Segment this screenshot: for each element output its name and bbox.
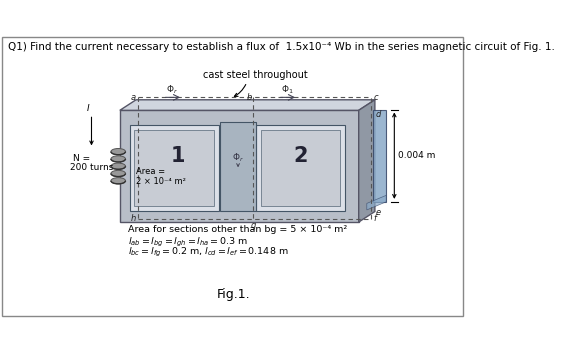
Text: 200 turns: 200 turns [70, 163, 113, 172]
Polygon shape [373, 110, 386, 202]
Polygon shape [367, 196, 386, 210]
Text: c: c [373, 93, 378, 102]
Bar [134, 130, 214, 206]
Bar [130, 125, 219, 211]
Text: Q1) Find the current necessary to establish a flux of  1.5x10⁻⁴ Wb in the series: Q1) Find the current necessary to establ… [8, 42, 555, 52]
Text: $\Phi_r$: $\Phi_r$ [166, 83, 179, 96]
Ellipse shape [111, 148, 126, 155]
Bar [256, 125, 345, 211]
Text: $l_{ab} = l_{bg} = l_{gh} = l_{ha} = 0.3$ m: $l_{ab} = l_{bg} = l_{gh} = l_{ha} = 0.3… [128, 236, 248, 249]
Text: Fig.1.: Fig.1. [217, 289, 250, 302]
Text: e: e [376, 208, 381, 217]
Ellipse shape [111, 178, 126, 184]
Text: f: f [373, 214, 376, 223]
Text: g: g [251, 221, 256, 230]
Text: h: h [131, 214, 136, 223]
Ellipse shape [111, 156, 126, 162]
Bar [261, 130, 340, 206]
Text: 2: 2 [293, 146, 308, 166]
Ellipse shape [111, 163, 126, 169]
Ellipse shape [111, 170, 126, 177]
Bar [120, 110, 359, 222]
Text: I: I [87, 104, 90, 113]
Text: $\Phi_1$: $\Phi_1$ [281, 83, 294, 96]
Text: b: b [247, 93, 252, 102]
Text: 2 × 10⁻⁴ m²: 2 × 10⁻⁴ m² [136, 177, 186, 186]
Bar [220, 122, 256, 211]
Text: 0.004 m: 0.004 m [399, 151, 436, 160]
Text: 1: 1 [171, 146, 185, 166]
Text: d: d [376, 110, 381, 119]
Text: Area for sections other than bg = 5 × 10⁻⁴ m²: Area for sections other than bg = 5 × 10… [128, 225, 347, 234]
Text: cast steel throughout: cast steel throughout [203, 70, 308, 80]
Text: Area =: Area = [136, 167, 165, 176]
Text: N =: N = [73, 154, 90, 163]
Polygon shape [120, 100, 375, 110]
Text: $l_{bc} = l_{fg} = 0.2$ m, $l_{cd} = l_{ef} = 0.148$ m: $l_{bc} = l_{fg} = 0.2$ m, $l_{cd} = l_{… [128, 246, 289, 259]
Text: a: a [131, 93, 136, 102]
Text: $\Phi_r$: $\Phi_r$ [232, 152, 244, 164]
Polygon shape [359, 100, 375, 222]
